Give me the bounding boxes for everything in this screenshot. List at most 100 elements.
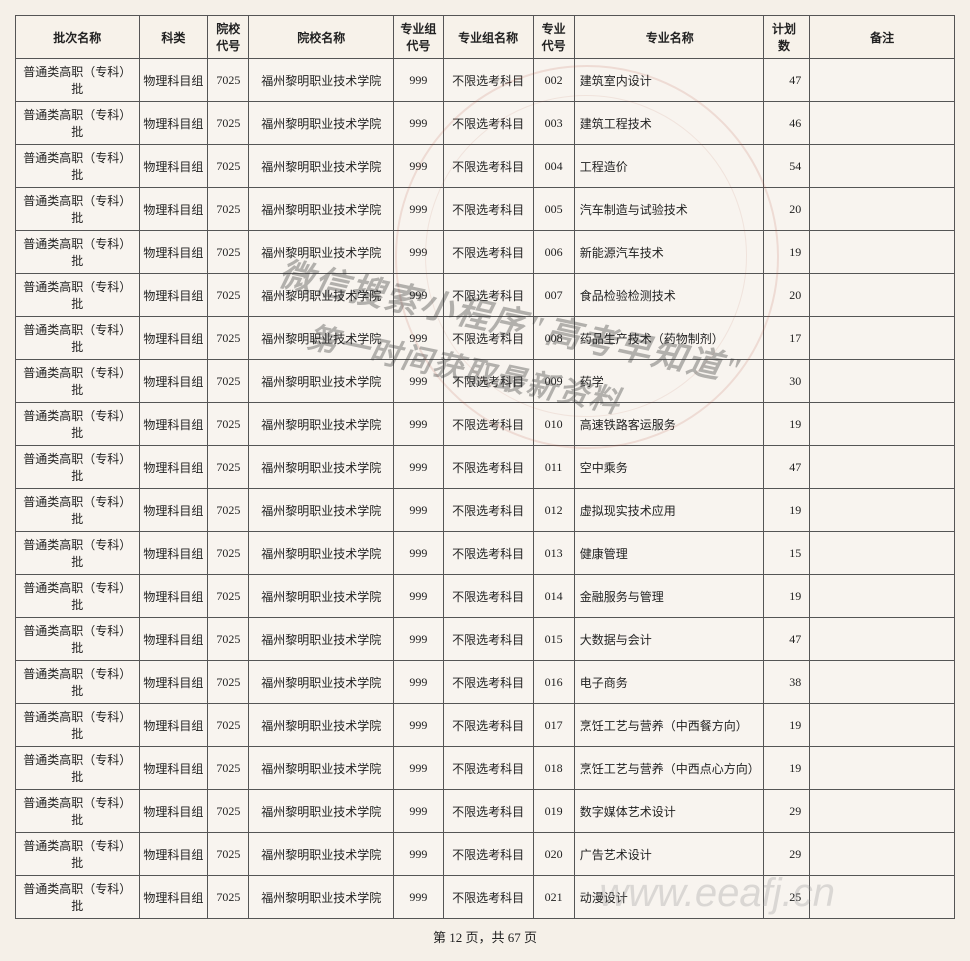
cell-group-name: 不限选考科目 (443, 188, 533, 231)
table-row: 普通类高职（专科）批物理科目组7025福州黎明职业技术学院999不限选考科目00… (16, 317, 955, 360)
cell-batch: 普通类高职（专科）批 (16, 790, 140, 833)
col-group-code: 专业组代号 (394, 16, 444, 59)
cell-school-name: 福州黎明职业技术学院 (249, 231, 394, 274)
table-row: 普通类高职（专科）批物理科目组7025福州黎明职业技术学院999不限选考科目01… (16, 532, 955, 575)
cell-major-name: 药学 (574, 360, 763, 403)
cell-group-code: 999 (394, 317, 444, 360)
cell-group-name: 不限选考科目 (443, 876, 533, 919)
document-page: 微信搜索小程序"高考早知道" 第一时间获取最新资料 www.eeafj.cn 批… (15, 15, 955, 946)
cell-category: 物理科目组 (139, 489, 208, 532)
cell-major-code: 004 (533, 145, 574, 188)
cell-school-name: 福州黎明职业技术学院 (249, 876, 394, 919)
cell-major-code: 016 (533, 661, 574, 704)
table-header-row: 批次名称 科类 院校代号 院校名称 专业组代号 专业组名称 专业代号 专业名称 … (16, 16, 955, 59)
cell-major-code: 010 (533, 403, 574, 446)
col-batch: 批次名称 (16, 16, 140, 59)
cell-school-name: 福州黎明职业技术学院 (249, 145, 394, 188)
cell-group-name: 不限选考科目 (443, 446, 533, 489)
cell-category: 物理科目组 (139, 317, 208, 360)
cell-remark (810, 274, 955, 317)
cell-major-code: 013 (533, 532, 574, 575)
cell-group-code: 999 (394, 876, 444, 919)
cell-remark (810, 360, 955, 403)
cell-school-name: 福州黎明职业技术学院 (249, 489, 394, 532)
table-row: 普通类高职（专科）批物理科目组7025福州黎明职业技术学院999不限选考科目01… (16, 446, 955, 489)
cell-school-code: 7025 (208, 618, 249, 661)
cell-remark (810, 575, 955, 618)
cell-school-code: 7025 (208, 876, 249, 919)
cell-school-code: 7025 (208, 489, 249, 532)
table-row: 普通类高职（专科）批物理科目组7025福州黎明职业技术学院999不限选考科目01… (16, 575, 955, 618)
cell-group-name: 不限选考科目 (443, 231, 533, 274)
col-category: 科类 (139, 16, 208, 59)
cell-category: 物理科目组 (139, 575, 208, 618)
col-count: 计划数 (763, 16, 809, 59)
cell-group-name: 不限选考科目 (443, 747, 533, 790)
cell-major-name: 食品检验检测技术 (574, 274, 763, 317)
cell-remark (810, 747, 955, 790)
cell-school-code: 7025 (208, 145, 249, 188)
cell-category: 物理科目组 (139, 360, 208, 403)
cell-group-name: 不限选考科目 (443, 618, 533, 661)
col-remark: 备注 (810, 16, 955, 59)
cell-remark (810, 102, 955, 145)
cell-batch: 普通类高职（专科）批 (16, 704, 140, 747)
cell-major-name: 大数据与会计 (574, 618, 763, 661)
cell-remark (810, 661, 955, 704)
cell-major-name: 健康管理 (574, 532, 763, 575)
cell-group-code: 999 (394, 661, 444, 704)
cell-category: 物理科目组 (139, 403, 208, 446)
cell-category: 物理科目组 (139, 833, 208, 876)
cell-major-code: 012 (533, 489, 574, 532)
cell-group-code: 999 (394, 274, 444, 317)
cell-school-code: 7025 (208, 403, 249, 446)
cell-school-code: 7025 (208, 102, 249, 145)
cell-batch: 普通类高职（专科）批 (16, 102, 140, 145)
cell-major-code: 015 (533, 618, 574, 661)
cell-remark (810, 317, 955, 360)
cell-batch: 普通类高职（专科）批 (16, 59, 140, 102)
cell-major-code: 007 (533, 274, 574, 317)
cell-major-code: 002 (533, 59, 574, 102)
cell-major-name: 金融服务与管理 (574, 575, 763, 618)
cell-count: 15 (763, 532, 809, 575)
cell-batch: 普通类高职（专科）批 (16, 446, 140, 489)
cell-group-code: 999 (394, 231, 444, 274)
cell-group-code: 999 (394, 532, 444, 575)
cell-category: 物理科目组 (139, 274, 208, 317)
cell-count: 19 (763, 704, 809, 747)
cell-group-name: 不限选考科目 (443, 833, 533, 876)
cell-major-code: 006 (533, 231, 574, 274)
table-row: 普通类高职（专科）批物理科目组7025福州黎明职业技术学院999不限选考科目01… (16, 618, 955, 661)
cell-major-name: 建筑室内设计 (574, 59, 763, 102)
cell-group-code: 999 (394, 790, 444, 833)
cell-category: 物理科目组 (139, 59, 208, 102)
cell-major-code: 014 (533, 575, 574, 618)
cell-major-name: 电子商务 (574, 661, 763, 704)
cell-school-code: 7025 (208, 274, 249, 317)
cell-major-code: 017 (533, 704, 574, 747)
cell-major-code: 005 (533, 188, 574, 231)
cell-major-name: 汽车制造与试验技术 (574, 188, 763, 231)
cell-group-code: 999 (394, 145, 444, 188)
cell-remark (810, 231, 955, 274)
cell-batch: 普通类高职（专科）批 (16, 274, 140, 317)
cell-school-code: 7025 (208, 704, 249, 747)
cell-remark (810, 145, 955, 188)
cell-group-name: 不限选考科目 (443, 790, 533, 833)
cell-batch: 普通类高职（专科）批 (16, 833, 140, 876)
cell-batch: 普通类高职（专科）批 (16, 360, 140, 403)
cell-count: 17 (763, 317, 809, 360)
cell-count: 46 (763, 102, 809, 145)
cell-school-code: 7025 (208, 747, 249, 790)
table-row: 普通类高职（专科）批物理科目组7025福州黎明职业技术学院999不限选考科目00… (16, 59, 955, 102)
cell-group-code: 999 (394, 59, 444, 102)
table-row: 普通类高职（专科）批物理科目组7025福州黎明职业技术学院999不限选考科目01… (16, 489, 955, 532)
cell-school-code: 7025 (208, 532, 249, 575)
table-row: 普通类高职（专科）批物理科目组7025福州黎明职业技术学院999不限选考科目01… (16, 661, 955, 704)
cell-batch: 普通类高职（专科）批 (16, 145, 140, 188)
cell-category: 物理科目组 (139, 661, 208, 704)
cell-category: 物理科目组 (139, 102, 208, 145)
cell-group-code: 999 (394, 102, 444, 145)
cell-major-name: 建筑工程技术 (574, 102, 763, 145)
